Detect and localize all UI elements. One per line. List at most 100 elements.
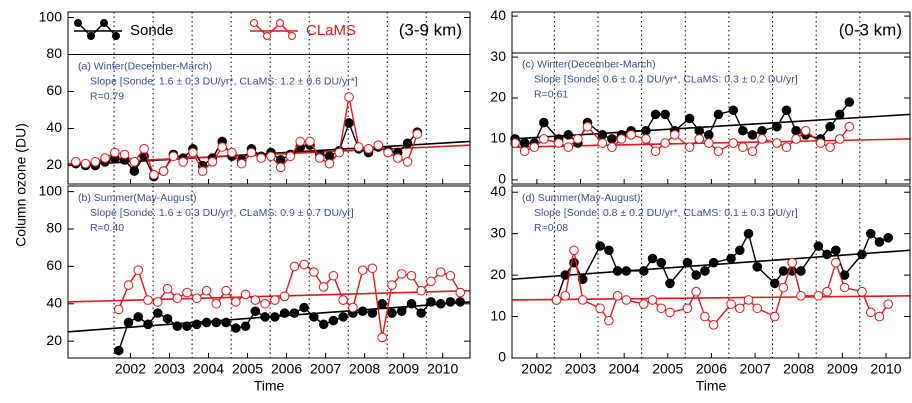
x-tick-label: 2005	[232, 361, 263, 377]
y-tick-label: 0	[498, 349, 506, 365]
data-point	[656, 257, 667, 268]
data-point	[201, 317, 212, 328]
data-point	[560, 291, 571, 301]
legend-symbol	[253, 21, 293, 37]
data-point	[857, 286, 867, 297]
panel-title: (d) Summer(May-August)	[522, 192, 640, 204]
data-point	[129, 166, 140, 176]
data-point	[182, 321, 192, 332]
data-point	[874, 237, 885, 247]
data-point	[133, 312, 144, 322]
data-point	[757, 134, 767, 144]
plot-frame	[67, 11, 471, 185]
x-tick-label: 2002	[521, 361, 552, 377]
data-point	[445, 270, 456, 281]
data-point	[402, 157, 413, 167]
data-point	[769, 278, 780, 289]
data-point	[240, 289, 251, 300]
data-point	[684, 142, 695, 152]
data-point	[539, 134, 549, 144]
data-point	[455, 287, 466, 298]
data-point	[357, 265, 368, 275]
data-point	[650, 109, 661, 120]
data-point	[834, 109, 845, 120]
data-point	[314, 153, 325, 163]
y-tick-label: 40	[490, 183, 506, 199]
data-point	[607, 142, 617, 152]
data-point	[266, 151, 276, 162]
data-point	[152, 297, 163, 307]
data-point	[392, 153, 403, 163]
data-point	[815, 138, 826, 148]
data-point	[728, 105, 739, 116]
legend-marker	[288, 32, 296, 40]
data-point	[743, 228, 754, 239]
x-tick-label: 2010	[427, 361, 458, 377]
data-point	[211, 317, 222, 328]
data-point	[162, 284, 173, 294]
data-point	[669, 130, 680, 140]
legend-marker	[250, 19, 258, 27]
data-point	[256, 153, 266, 163]
x-tick-label: 2009	[827, 361, 858, 377]
data-point	[834, 134, 845, 144]
data-point	[123, 280, 134, 290]
data-point	[373, 140, 384, 150]
data-point	[553, 138, 564, 148]
y-tick-label: 30	[490, 224, 506, 240]
data-point	[874, 311, 885, 322]
data-point	[172, 321, 183, 332]
data-point	[217, 142, 227, 152]
data-point	[791, 125, 801, 136]
annotation: R=0.40	[90, 222, 124, 234]
data-point	[704, 138, 714, 148]
y-tick-label: 40	[490, 7, 506, 23]
data-point	[338, 295, 348, 305]
data-point	[612, 291, 623, 301]
data-point	[231, 297, 241, 307]
data-point	[726, 299, 736, 309]
panel-title: (c) Winter(December-March)	[522, 59, 656, 71]
data-point	[604, 315, 614, 326]
y-tick-label: 20	[46, 332, 62, 348]
plot-frame	[511, 11, 911, 185]
data-point	[299, 302, 309, 313]
y-tick-label: 80	[46, 220, 62, 236]
data-point	[188, 147, 198, 158]
data-point	[416, 308, 427, 318]
data-point	[240, 321, 251, 332]
data-point	[71, 157, 81, 167]
annotation: R=0.08	[534, 222, 568, 234]
data-point	[191, 293, 202, 303]
data-point	[221, 317, 231, 328]
data-point	[791, 134, 801, 144]
data-point	[143, 295, 153, 305]
annotation: Slope [Sonde: 0.8 ± 0.2 DU/yr*, CLaMS: 0…	[534, 207, 798, 219]
data-point	[638, 266, 649, 276]
data-point	[800, 125, 811, 136]
y-tick-label: 80	[46, 45, 62, 61]
data-point	[348, 302, 358, 313]
y-tick-label: 20	[490, 89, 506, 105]
data-point	[529, 142, 540, 152]
data-point	[143, 319, 153, 330]
data-point	[772, 138, 782, 148]
data-point	[563, 142, 574, 152]
data-point	[865, 307, 876, 318]
data-point	[435, 298, 446, 309]
data-point	[119, 149, 130, 160]
data-point	[279, 308, 290, 318]
data-point	[227, 147, 237, 158]
data-point	[865, 228, 876, 239]
trend-line	[511, 295, 911, 301]
data-point	[778, 266, 789, 276]
data-point	[604, 245, 614, 256]
data-point	[412, 129, 423, 139]
annotation: Slope [Sonde: 1.6 ± 0.3 DU/yr*, CLaMS: 0…	[90, 207, 354, 219]
data-point	[825, 121, 835, 132]
data-point	[582, 121, 593, 132]
data-point	[387, 280, 397, 290]
legend-marker	[87, 32, 95, 40]
x-tick-label: 2004	[193, 361, 224, 377]
